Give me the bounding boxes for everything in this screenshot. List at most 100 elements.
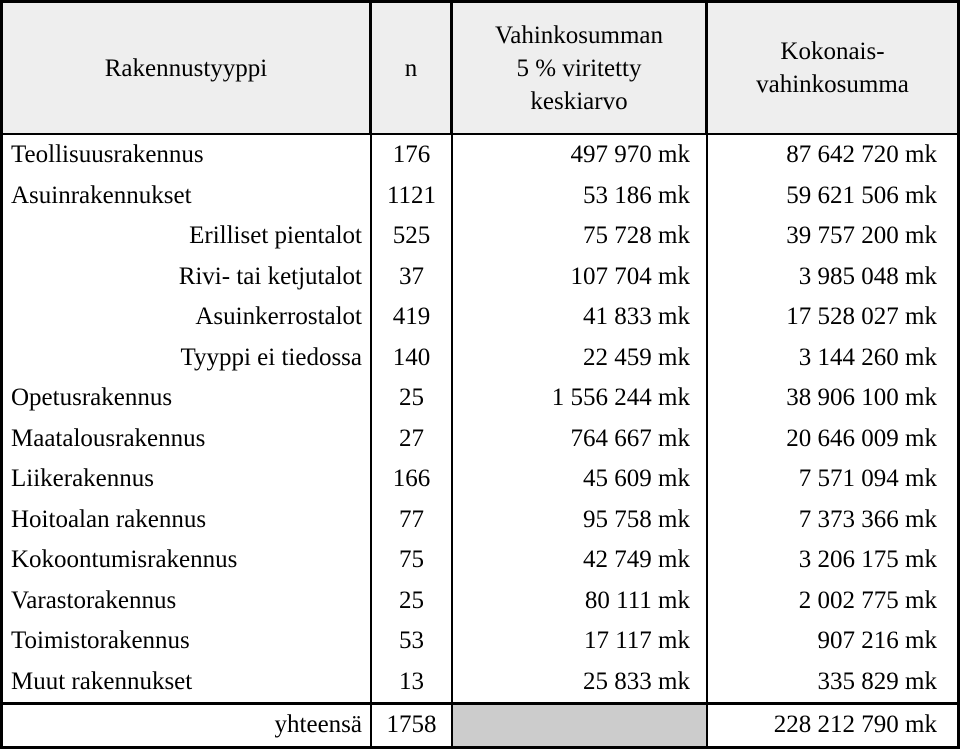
cell-trimmed-mean: 1 556 244 mk	[453, 378, 708, 419]
cell-n: 37	[372, 256, 453, 297]
cell-total-damage: 335 829 mk	[708, 661, 960, 702]
cell-n: 140	[372, 337, 453, 378]
cell-n: 1121	[372, 175, 453, 216]
cell-building-type-text: Asuinkerrostalot	[195, 303, 362, 331]
cell-n-text: 525	[392, 222, 431, 250]
cell-total-damage-text: 20 646 009 mk	[786, 424, 937, 452]
total-avg-empty	[453, 705, 708, 746]
cell-trimmed-mean-text: 497 970 mk	[570, 141, 690, 169]
cell-n-text: 176	[392, 141, 431, 169]
cell-building-type-text: Asuinrakennukset	[11, 181, 192, 209]
cell-n: 75	[372, 540, 453, 581]
cell-n: 419	[372, 297, 453, 338]
cell-n: 166	[372, 459, 453, 500]
table-row: Teollisuusrakennus 176 497 970 mk 87 642 72…	[0, 135, 960, 176]
cell-trimmed-mean: 17 117 mk	[453, 621, 708, 662]
cell-n-text: 25	[399, 586, 424, 614]
cell-building-type: Muut rakennukset	[0, 661, 372, 702]
cell-n: 25	[372, 580, 453, 621]
cell-building-type-text: Tyyppi ei tiedossa	[180, 343, 362, 371]
cell-trimmed-mean-text: 17 117 mk	[583, 627, 690, 655]
cell-building-type: Varastorakennus	[0, 580, 372, 621]
cell-trimmed-mean: 22 459 mk	[453, 337, 708, 378]
cell-n: 25	[372, 378, 453, 419]
cell-trimmed-mean: 45 609 mk	[453, 459, 708, 500]
cell-n-text: 140	[392, 343, 431, 371]
cell-building-type: Rivi- tai ketjutalot	[0, 256, 372, 297]
cell-trimmed-mean-text: 107 704 mk	[570, 262, 690, 290]
cell-trimmed-mean: 42 749 mk	[453, 540, 708, 581]
cell-total-damage: 7 373 366 mk	[708, 499, 960, 540]
cell-total-damage-text: 3 144 260 mk	[798, 343, 937, 371]
table-row: Varastorakennus 25 80 111 mk 2 002 775 mk	[0, 580, 960, 621]
cell-building-type: Toimistorakennus	[0, 621, 372, 662]
cell-n: 13	[372, 661, 453, 702]
cell-n: 77	[372, 499, 453, 540]
cell-building-type: Teollisuusrakennus	[0, 135, 372, 176]
cell-trimmed-mean-text: 95 758 mk	[583, 505, 690, 533]
total-n-text: 1758	[386, 711, 437, 739]
cell-n: 53	[372, 621, 453, 662]
cell-n: 525	[372, 216, 453, 257]
cell-total-damage-text: 38 906 100 mk	[786, 384, 937, 412]
cell-n-text: 75	[399, 546, 424, 574]
table-row: Maatalousrakennus 27 764 667 mk 20 646 009 …	[0, 418, 960, 459]
cell-building-type-text: Maatalousrakennus	[11, 424, 206, 452]
cell-trimmed-mean-text: 80 111 mk	[584, 586, 690, 614]
cell-trimmed-mean-text: 22 459 mk	[583, 343, 690, 371]
cell-total-damage: 907 216 mk	[708, 621, 960, 662]
table-row: Toimistorakennus 53 17 117 mk 907 216 mk	[0, 621, 960, 662]
cell-total-damage: 3 144 260 mk	[708, 337, 960, 378]
header-building-type: Rakennustyyppi	[0, 3, 372, 133]
cell-building-type-text: Opetusrakennus	[11, 384, 173, 412]
cell-building-type-text: Varastorakennus	[11, 586, 177, 614]
table-body: Teollisuusrakennus 176 497 970 mk 87 642 72…	[0, 135, 960, 702]
total-label-text: yhteensä	[274, 711, 362, 739]
cell-total-damage: 2 002 775 mk	[708, 580, 960, 621]
cell-total-damage-text: 335 829 mk	[817, 667, 937, 695]
cell-total-damage-text: 907 216 mk	[817, 627, 937, 655]
cell-total-damage: 7 571 094 mk	[708, 459, 960, 500]
cell-total-damage: 59 621 506 mk	[708, 175, 960, 216]
cell-trimmed-mean: 25 833 mk	[453, 661, 708, 702]
cell-n-text: 166	[392, 465, 431, 493]
table-header: Rakennustyyppi n Vahinkosumman 5 % virit…	[0, 0, 960, 135]
cell-building-type: Liikerakennus	[0, 459, 372, 500]
cell-trimmed-mean: 53 186 mk	[453, 175, 708, 216]
cell-building-type: Erilliset pientalot	[0, 216, 372, 257]
cell-trimmed-mean: 80 111 mk	[453, 580, 708, 621]
total-row: yhteensä 1758 228 212 790 mk	[0, 702, 960, 749]
table-row: Liikerakennus 166 45 609 mk 7 571 094 mk	[0, 459, 960, 500]
cell-total-damage: 17 528 027 mk	[708, 297, 960, 338]
cell-total-damage: 20 646 009 mk	[708, 418, 960, 459]
cell-total-damage: 39 757 200 mk	[708, 216, 960, 257]
cell-n: 27	[372, 418, 453, 459]
header-trimmed-mean-line2: 5 % viritetty	[516, 54, 642, 82]
total-sum: 228 212 790 mk	[708, 705, 960, 746]
cell-building-type-text: Rivi- tai ketjutalot	[178, 262, 362, 290]
cell-total-damage-text: 3 985 048 mk	[798, 262, 937, 290]
cell-n-text: 37	[399, 262, 424, 290]
cell-n: 176	[372, 135, 453, 176]
cell-building-type-text: Teollisuusrakennus	[11, 141, 204, 169]
cell-trimmed-mean: 95 758 mk	[453, 499, 708, 540]
table-row: Muut rakennukset 13 25 833 mk 335 829 mk	[0, 661, 960, 702]
cell-building-type-text: Hoitoalan rakennus	[11, 505, 207, 533]
cell-total-damage-text: 87 642 720 mk	[786, 141, 937, 169]
cell-n-text: 53	[399, 627, 424, 655]
cell-building-type-text: Liikerakennus	[11, 465, 155, 493]
total-n: 1758	[372, 705, 453, 746]
cell-trimmed-mean-text: 41 833 mk	[583, 303, 690, 331]
cell-trimmed-mean: 75 728 mk	[453, 216, 708, 257]
cell-trimmed-mean-text: 75 728 mk	[583, 222, 690, 250]
cell-building-type: Tyyppi ei tiedossa	[0, 337, 372, 378]
total-label: yhteensä	[0, 705, 372, 746]
cell-total-damage: 3 206 175 mk	[708, 540, 960, 581]
cell-total-damage-text: 39 757 200 mk	[786, 222, 937, 250]
table-row: Hoitoalan rakennus 77 95 758 mk 7 373 366 m…	[0, 499, 960, 540]
cell-building-type: Kokoontumisrakennus	[0, 540, 372, 581]
cell-trimmed-mean-text: 45 609 mk	[583, 465, 690, 493]
header-total-damage-line1: Kokonais-	[780, 38, 885, 65]
cell-trimmed-mean-text: 1 556 244 mk	[551, 384, 690, 412]
total-sum-text: 228 212 790 mk	[773, 711, 937, 739]
